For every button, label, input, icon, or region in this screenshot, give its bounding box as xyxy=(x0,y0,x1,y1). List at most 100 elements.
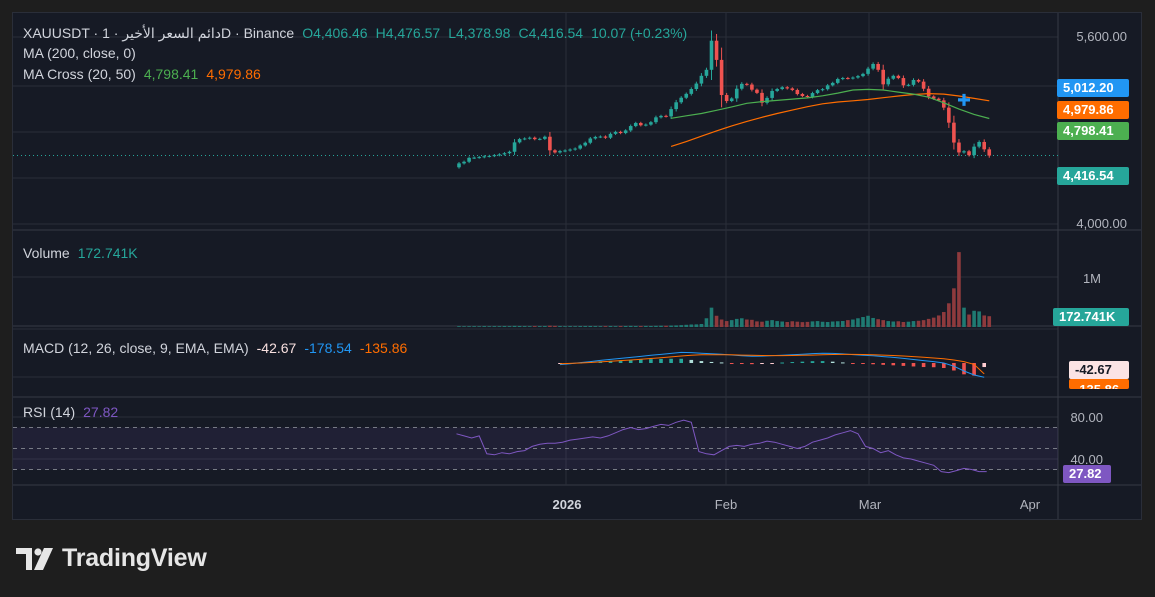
x-tick-mar: Mar xyxy=(858,497,882,512)
candle-body xyxy=(810,93,815,97)
volume-bar xyxy=(765,320,769,327)
candle-body xyxy=(967,151,971,156)
volume-bar xyxy=(608,326,613,327)
macd-histogram-bar xyxy=(810,361,815,363)
volume-bar xyxy=(623,326,628,327)
volume-bar xyxy=(669,325,673,327)
macd-histogram-bar xyxy=(861,363,865,364)
volume-bar xyxy=(563,326,567,327)
candle-body xyxy=(608,133,613,138)
volume-label[interactable]: Volume xyxy=(23,245,70,261)
symbol-line[interactable]: XAUUSDT · 1 · دائم السعر الأخيرD · Binan… xyxy=(23,25,295,41)
symbol-legend[interactable]: XAUUSDT · 1 · دائم السعر الأخيرD · Binan… xyxy=(23,24,695,42)
chart-canvas[interactable] xyxy=(13,13,1142,520)
macd-histogram-bar xyxy=(699,361,704,363)
volume-bar xyxy=(628,325,633,327)
candle-body xyxy=(942,100,946,108)
volume-bar xyxy=(942,312,946,327)
volume-bar xyxy=(507,326,512,327)
candle-body xyxy=(618,131,623,134)
macd-histogram-bar xyxy=(830,361,835,363)
candle-body xyxy=(906,84,911,86)
rsi-legend[interactable]: RSI (14) 27.82 xyxy=(23,403,126,421)
candle-body xyxy=(871,63,875,69)
volume-bar xyxy=(522,326,527,327)
candle-body xyxy=(467,157,471,162)
volume-bar xyxy=(846,320,850,327)
candle-body xyxy=(815,90,820,94)
candle-body xyxy=(719,59,724,96)
candle-body xyxy=(457,163,461,168)
candle-body xyxy=(472,157,476,159)
chart-frame[interactable]: XAUUSDT · 1 · دائم السعر الأخيرD · Binan… xyxy=(12,12,1142,520)
volume-bar xyxy=(967,314,971,327)
ma-cross-label[interactable]: MA Cross (20, 50) xyxy=(23,66,136,82)
macd-legend[interactable]: MACD (12, 26, close, 9, EMA, EMA) -42.67-… xyxy=(23,339,415,357)
candle-body xyxy=(543,136,547,139)
candle-body xyxy=(876,63,880,70)
macd-histogram-bar xyxy=(891,363,896,366)
macd-histogram-bar xyxy=(780,362,784,364)
candle-body xyxy=(588,138,593,143)
volume-bar xyxy=(689,324,694,327)
last-price-tag: 4,416.54 xyxy=(1057,167,1129,185)
rsi-label[interactable]: RSI (14) xyxy=(23,404,76,420)
macd-histogram-bar xyxy=(851,363,855,364)
volume-bar xyxy=(588,326,593,327)
candle-body xyxy=(982,141,986,150)
volume-bar xyxy=(699,324,704,327)
ma200-label[interactable]: MA (200, close, 0) xyxy=(23,45,136,61)
candle-body xyxy=(639,122,643,126)
volume-bar xyxy=(780,321,784,327)
candle-body xyxy=(926,88,931,97)
candle-body xyxy=(755,89,759,93)
candle-body xyxy=(916,79,921,82)
volume-bar xyxy=(790,321,795,327)
candle-body xyxy=(745,83,749,85)
volume-bar xyxy=(830,321,835,327)
macd-histogram-bar xyxy=(689,359,694,363)
candle-body xyxy=(649,122,653,125)
macd-histogram-bar xyxy=(871,363,875,365)
candle-body xyxy=(825,85,830,90)
volume-legend[interactable]: Volume 172.741K xyxy=(23,244,146,262)
candle-body xyxy=(770,90,774,98)
macd-histogram-bar xyxy=(901,363,906,366)
candle-body xyxy=(957,142,961,153)
macd-histogram-bar xyxy=(800,361,805,363)
candle-body xyxy=(644,124,648,126)
candle-body xyxy=(664,115,668,117)
candle-body xyxy=(527,137,532,139)
volume-bar xyxy=(856,318,860,327)
candle-body xyxy=(694,83,699,90)
candle-body xyxy=(931,96,936,99)
candle-body xyxy=(512,142,517,152)
ma-cross-legend[interactable]: MA Cross (20, 50) 4,798.41 4,979.86 xyxy=(23,65,269,83)
volume-bar xyxy=(881,320,885,327)
candle-body xyxy=(603,136,608,138)
macd-hist-tag: -42.67 xyxy=(1069,361,1129,379)
candle-body xyxy=(684,93,689,98)
macd-label[interactable]: MACD (12, 26, close, 9, EMA, EMA) xyxy=(23,340,249,356)
ma200-legend[interactable]: MA (200, close, 0) xyxy=(23,44,144,62)
ohlc-change: 10.07 (+0.23%) xyxy=(591,25,688,41)
volume-bar xyxy=(482,326,487,327)
candle-body xyxy=(861,73,865,77)
candle-body xyxy=(487,155,492,157)
volume-bar xyxy=(457,326,461,327)
volume-bar xyxy=(583,326,588,327)
candle-body xyxy=(972,146,976,156)
candle-body xyxy=(921,81,926,89)
macd-histogram-bar xyxy=(709,361,714,363)
macd-histogram-bar xyxy=(750,363,754,365)
candle-body xyxy=(578,145,582,149)
candle-body xyxy=(704,69,709,76)
candle-body xyxy=(881,69,885,85)
volume-bar xyxy=(709,307,714,327)
macd-histogram-bar xyxy=(942,363,946,368)
candle-body xyxy=(517,139,522,143)
volume-bar xyxy=(962,307,966,327)
tradingview-brand[interactable]: TradingView xyxy=(16,544,207,573)
ohlc-close: C4,416.54 xyxy=(518,25,584,41)
candle-body xyxy=(901,78,906,86)
